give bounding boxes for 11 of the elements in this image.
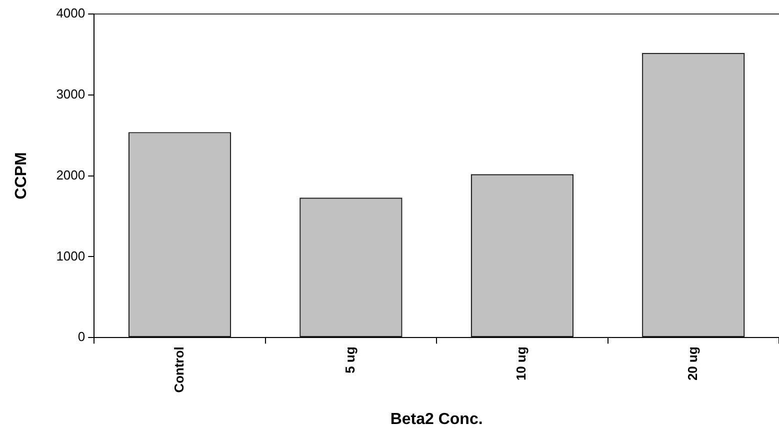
- y-tick-label: 4000: [56, 6, 86, 21]
- y-tick-label: 1000: [56, 248, 86, 264]
- x-tick-label: Control: [171, 346, 186, 393]
- y-tick-label: 0: [78, 329, 86, 344]
- x-axis-title: Beta2 Conc.: [390, 410, 483, 428]
- y-tick-label: 3000: [56, 86, 86, 102]
- x-tick-label: 10 ug: [514, 346, 529, 381]
- y-tick-label: 2000: [56, 167, 86, 182]
- x-tick-label: 20 ug: [684, 346, 700, 381]
- y-axis-title: CCPM: [13, 152, 30, 200]
- x-tick-label: 5 ug: [342, 346, 358, 374]
